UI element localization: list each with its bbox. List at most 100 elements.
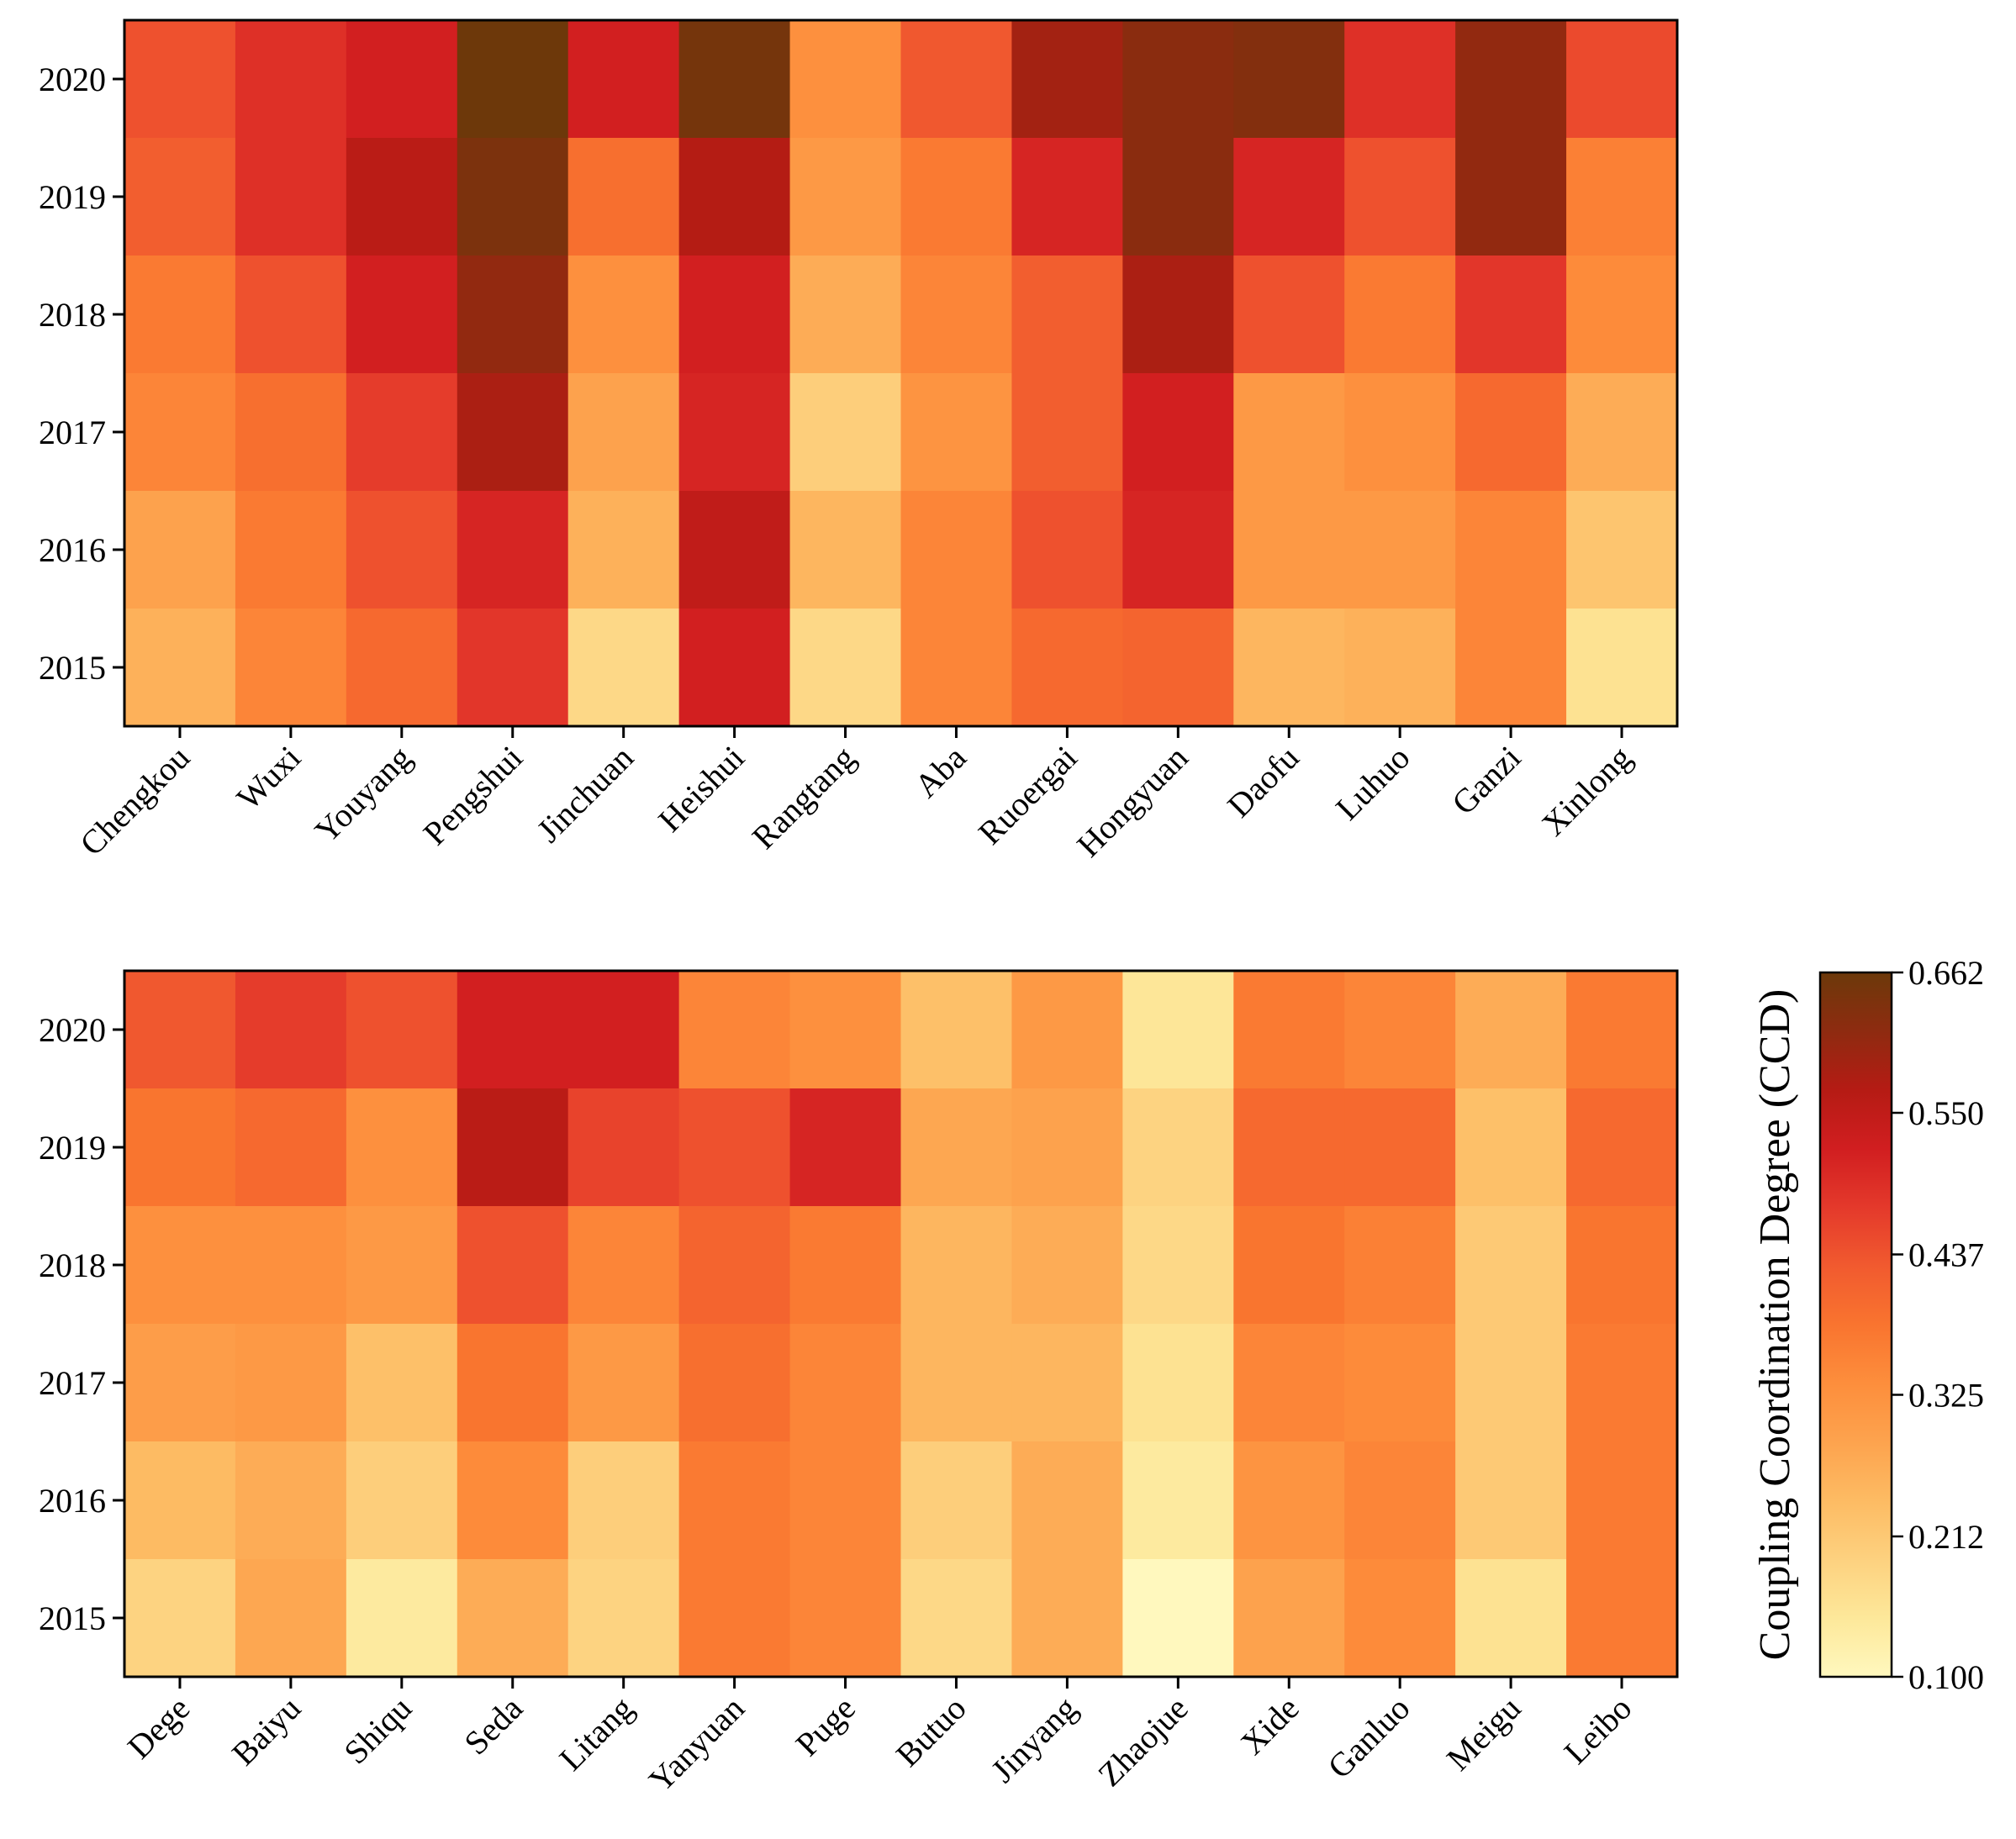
heatmap-cell xyxy=(900,138,1013,256)
heatmap-cell xyxy=(1233,491,1345,609)
heatmap-cell xyxy=(124,1324,236,1442)
heatmap-cell xyxy=(1344,971,1456,1089)
heatmap-cell xyxy=(1122,1559,1234,1678)
heatmap-cell xyxy=(1011,1559,1123,1678)
heatmap-panel-top: 2020 2019 2018 2017 2016 2015 Chengkou Wuxi Youy… xyxy=(39,18,1679,865)
heatmap-cell xyxy=(1122,1324,1234,1442)
heatmap-cell xyxy=(1455,1324,1567,1442)
heatmap-cell xyxy=(235,1441,347,1560)
heatmap-cell xyxy=(1455,1206,1567,1325)
heatmap-cell xyxy=(235,491,347,609)
heatmap-cell xyxy=(1566,256,1678,374)
heatmap-cell xyxy=(900,609,1013,727)
colorbar-tick-label: 0.662 xyxy=(1908,954,1984,992)
heatmap-cell xyxy=(1011,1441,1123,1560)
heatmap-cell xyxy=(1344,138,1456,256)
heatmap-cell xyxy=(789,1206,902,1325)
heatmap-cell xyxy=(124,1441,236,1560)
plot-frame xyxy=(123,969,1679,1678)
colorbar-frame xyxy=(1818,971,1893,1678)
heatmap-cell xyxy=(346,491,458,609)
heatmap-cell xyxy=(1566,609,1678,727)
heatmap-cell xyxy=(457,1559,569,1678)
heatmap-cell xyxy=(346,971,458,1089)
heatmap-cell xyxy=(1344,609,1456,727)
heatmap-cell xyxy=(1122,20,1234,139)
y-tick-label: 2015 xyxy=(39,1599,106,1637)
heatmap-cell xyxy=(900,256,1013,374)
x-tick-label: Dege xyxy=(120,1689,198,1767)
y-tick-label: 2015 xyxy=(39,649,106,687)
y-tick-label: 2017 xyxy=(39,1364,106,1402)
heatmap-cell xyxy=(235,1559,347,1678)
heatmap-cell xyxy=(900,1206,1013,1325)
colorbar-gradient xyxy=(1820,972,1892,1677)
heatmap-cell xyxy=(678,1324,791,1442)
heatmap-cell xyxy=(1566,971,1678,1089)
heatmap-cell xyxy=(1122,256,1234,374)
heatmap-cell xyxy=(1455,1559,1567,1678)
heatmap-cell xyxy=(1122,1088,1234,1207)
heatmap-cell xyxy=(1344,256,1456,374)
heatmap-cell xyxy=(235,256,347,374)
heatmap-cell xyxy=(1011,971,1123,1089)
y-tick-label: 2018 xyxy=(39,296,106,334)
heatmap-cell xyxy=(124,256,236,374)
heatmap-cell xyxy=(235,373,347,492)
heatmap-cell xyxy=(567,1441,680,1560)
heatmap-cell xyxy=(567,1088,680,1207)
heatmap-cell xyxy=(235,971,347,1089)
heatmap-cell xyxy=(789,491,902,609)
heatmap-cell xyxy=(678,138,791,256)
x-tick-label: Ganluo xyxy=(1320,1689,1417,1786)
heatmap-cell xyxy=(567,491,680,609)
colorbar: 0.100 0.212 0.325 0.437 0.550 0.662 Coupling C… xyxy=(1751,954,1984,1696)
x-tick-label: Meigu xyxy=(1439,1689,1528,1778)
heatmap-cell xyxy=(346,1206,458,1325)
heatmap-cell xyxy=(1233,20,1345,139)
heatmap-cell xyxy=(1566,1441,1678,1560)
y-tick-label: 2020 xyxy=(39,61,106,98)
heatmap-cell xyxy=(457,491,569,609)
x-tick-label: Shiqu xyxy=(336,1689,419,1772)
heatmap-cell xyxy=(1344,1441,1456,1560)
heatmap-cell xyxy=(1455,20,1567,139)
x-tick-label: Ruoergai xyxy=(971,739,1085,852)
heatmap-cell xyxy=(1344,1088,1456,1207)
heatmap-cell xyxy=(235,1206,347,1325)
x-tick-label: Hongyuan xyxy=(1069,739,1195,865)
y-tick-label: 2019 xyxy=(39,178,106,216)
heatmap-cell xyxy=(678,20,791,139)
heatmap-cell xyxy=(457,971,569,1089)
x-tick-label: Chengkou xyxy=(72,739,197,863)
heatmap-cell xyxy=(1455,1441,1567,1560)
x-tick-label: Heishui xyxy=(651,739,752,840)
x-tick-label: Pengshui xyxy=(416,739,530,853)
heatmap-cell xyxy=(1011,138,1123,256)
heatmap-panel-bottom: 2020 2019 2018 2017 2016 2015 Dege Baiyu Shiqu Se… xyxy=(39,969,1679,1799)
colorbar-tick-label: 0.212 xyxy=(1908,1518,1984,1556)
colorbar-tick-label: 0.437 xyxy=(1908,1236,1984,1273)
colorbar-tick-label: 0.100 xyxy=(1908,1658,1984,1696)
heatmap-cell xyxy=(1011,256,1123,374)
heatmap-cell xyxy=(567,971,680,1089)
heatmap-cell xyxy=(457,609,569,727)
heatmap-cell xyxy=(457,20,569,139)
heatmap-cell xyxy=(1233,373,1345,492)
heatmap-cell xyxy=(235,1088,347,1207)
heatmap-cell xyxy=(678,609,791,727)
heatmap-cell xyxy=(789,1088,902,1207)
heatmap-cell xyxy=(346,373,458,492)
heatmap-cell xyxy=(1566,1088,1678,1207)
heatmap-cell xyxy=(678,491,791,609)
heatmap-cell xyxy=(567,138,680,256)
heatmap-cell xyxy=(900,1088,1013,1207)
heatmap-cell xyxy=(346,1324,458,1442)
heatmap-cell xyxy=(1233,1088,1345,1207)
heatmap-cell xyxy=(1566,20,1678,139)
heatmap-cell xyxy=(235,1324,347,1442)
colorbar-title: Coupling Coordination Degree (CCD) xyxy=(1751,989,1799,1661)
heatmap-cell xyxy=(1566,373,1678,492)
heatmap-cell xyxy=(678,971,791,1089)
